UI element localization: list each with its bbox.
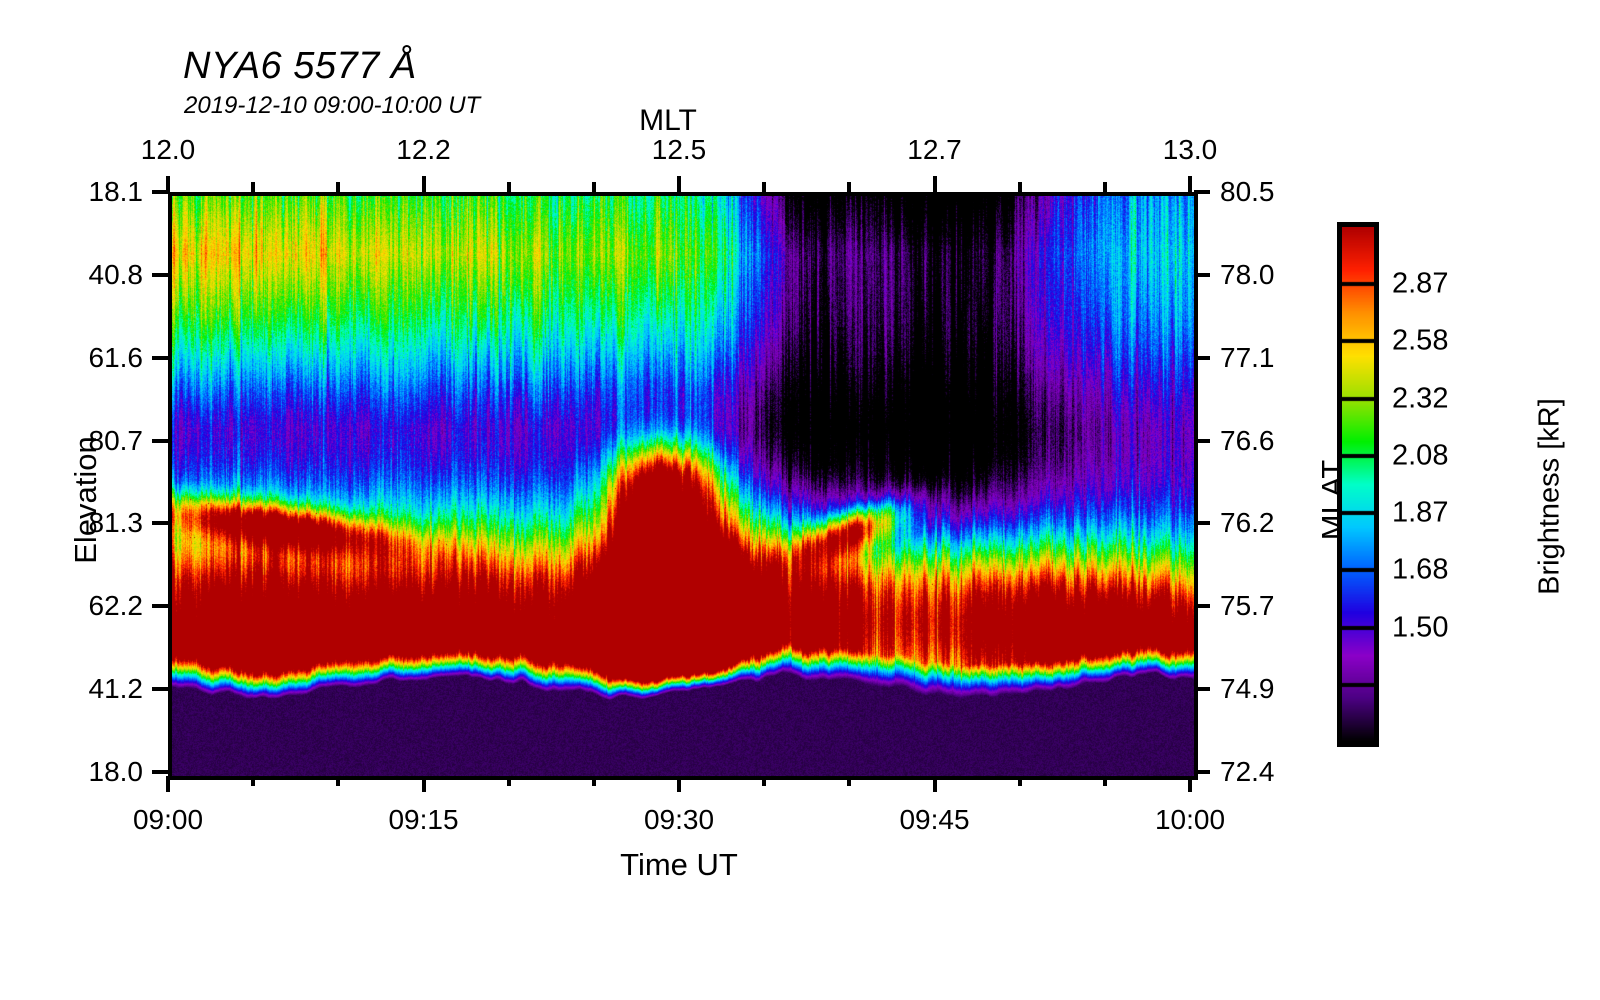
bottom-tick-minor: [251, 776, 256, 786]
top-tick-major: [166, 176, 170, 192]
top-tick-major: [932, 176, 937, 192]
top-tick-label: 12.2: [396, 134, 451, 165]
colorbar-tick-label: 1.50: [1392, 611, 1449, 644]
bottom-tick-minor: [336, 776, 341, 786]
left-tick-label: 81.3: [88, 507, 144, 539]
left-tick: [152, 355, 168, 360]
colorbar-tick-label: 2.87: [1392, 267, 1449, 300]
top-tick-label: 13.0: [1162, 134, 1218, 165]
colorbar-axis-title: Brightness [kR]: [1533, 398, 1566, 595]
bottom-tick-minor: [1102, 776, 1107, 786]
top-tick-label: 12.0: [140, 134, 196, 165]
right-tick: [1194, 770, 1210, 774]
left-tick-label: 62.2: [88, 590, 144, 622]
bottom-tick-major: [1188, 776, 1192, 792]
bottom-tick-label: 10:00: [1154, 804, 1226, 835]
left-tick: [152, 272, 168, 277]
right-tick-label: 78.0: [1220, 258, 1275, 290]
keogram-image: [172, 196, 1194, 776]
colorbar-tick-label: 2.58: [1392, 324, 1449, 357]
colorbar-gradient: [1342, 227, 1374, 742]
right-tick: [1194, 272, 1210, 277]
bottom-tick-major: [421, 776, 426, 792]
right-tick: [1194, 604, 1210, 609]
right-tick-label: 72.4: [1220, 756, 1275, 787]
bottom-tick-minor: [762, 776, 767, 786]
top-tick-major: [421, 176, 426, 192]
colorbar-tick-label: 2.08: [1392, 439, 1449, 472]
top-tick-minor: [591, 182, 596, 192]
right-tick-label: 74.9: [1220, 673, 1275, 705]
colorbar-tick-label: 2.32: [1392, 382, 1449, 415]
right-tick: [1194, 521, 1210, 526]
left-tick: [152, 438, 168, 443]
right-tick: [1194, 355, 1210, 360]
bottom-tick-minor: [591, 776, 596, 786]
top-tick-minor: [336, 182, 341, 192]
page-title: NYA6 5577 Å: [183, 45, 417, 87]
right-tick: [1194, 190, 1210, 194]
top-tick-major: [677, 176, 681, 192]
right-tick: [1194, 438, 1210, 443]
left-tick: [152, 770, 168, 774]
top-tick-major: [1188, 176, 1192, 192]
right-tick-label: 80.5: [1220, 176, 1275, 207]
colorbar-tick-label: 1.68: [1392, 553, 1449, 586]
bottom-tick-label: 09:45: [899, 804, 970, 835]
left-tick-label: 18.0: [88, 756, 144, 787]
left-tick-label: 41.2: [88, 673, 144, 705]
top-axis-title: MLT: [639, 104, 697, 137]
colorbar: [1337, 222, 1379, 747]
top-tick-minor: [847, 182, 852, 192]
right-tick-label: 77.1: [1220, 341, 1275, 373]
bottom-axis-title: Time UT: [620, 847, 738, 882]
left-tick: [152, 190, 168, 194]
bottom-tick-label: 09:30: [643, 804, 715, 835]
right-tick-label: 75.7: [1220, 590, 1275, 622]
keogram-plot-area: [168, 192, 1198, 780]
right-tick-label: 76.6: [1220, 424, 1275, 456]
top-tick-minor: [1102, 182, 1107, 192]
right-tick: [1194, 687, 1210, 692]
bottom-tick-major: [932, 776, 937, 792]
top-tick-label: 12.5: [651, 134, 707, 165]
left-axis-title: Elevation: [68, 436, 103, 564]
page-subtitle: 2019-12-10 09:00-10:00 UT: [184, 92, 481, 119]
bottom-tick-major: [166, 776, 170, 792]
left-tick: [152, 521, 168, 526]
colorbar-tick-label: 1.87: [1392, 496, 1449, 529]
bottom-tick-label: 09:00: [132, 804, 204, 835]
left-tick-label: 40.8: [88, 258, 144, 290]
right-tick-label: 76.2: [1220, 507, 1275, 539]
left-tick: [152, 687, 168, 692]
left-tick-label: 80.7: [88, 424, 144, 456]
bottom-tick-major: [677, 776, 681, 792]
top-tick-minor: [506, 182, 511, 192]
top-tick-minor: [251, 182, 256, 192]
top-tick-minor: [1017, 182, 1022, 192]
bottom-tick-minor: [506, 776, 511, 786]
bottom-tick-label: 09:15: [388, 804, 459, 835]
bottom-tick-minor: [847, 776, 852, 786]
left-tick-label: 18.1: [88, 176, 144, 207]
top-tick-label: 12.7: [907, 134, 962, 165]
top-tick-minor: [762, 182, 767, 192]
left-tick-label: 61.6: [88, 341, 144, 373]
left-tick: [152, 604, 168, 609]
bottom-tick-minor: [1017, 776, 1022, 786]
